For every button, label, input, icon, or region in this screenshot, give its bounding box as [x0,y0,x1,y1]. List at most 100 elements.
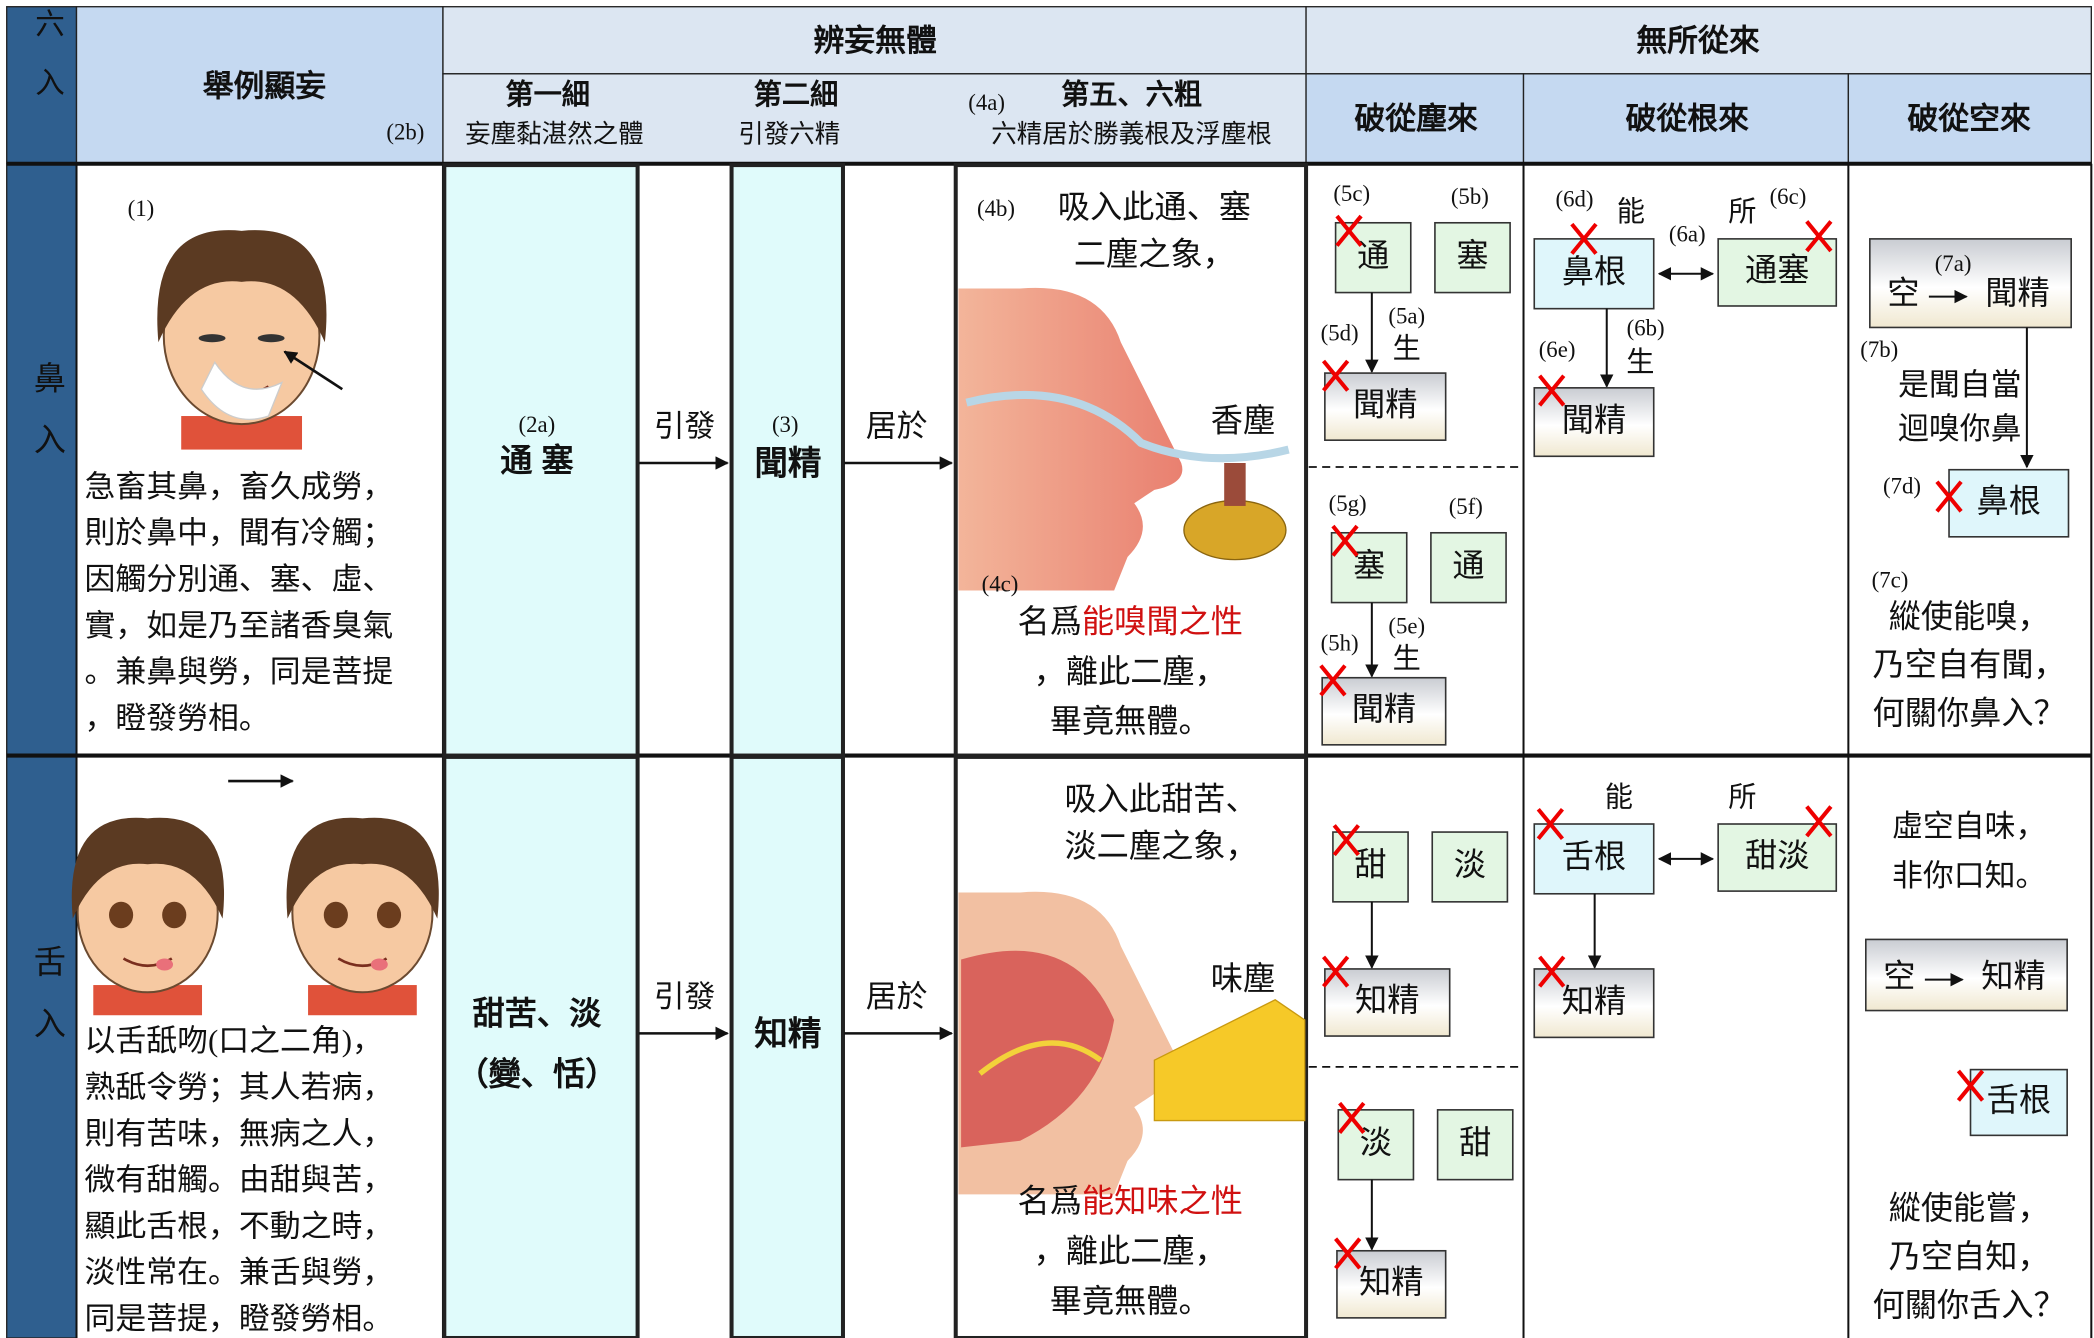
header-text: 破從空來 [1907,101,2031,136]
tag: (5h) [1321,631,1359,656]
label: 甜淡 [1745,837,1809,873]
box [1324,968,1451,1037]
eye [198,334,226,343]
tag: (7d) [1883,474,1921,499]
source-text: 甜苦、淡 [473,995,603,1031]
cross-mark [1331,524,1359,557]
arise-label: 生 [1393,333,1421,365]
arrow-label: 引發 [654,980,716,1014]
incense [1224,462,1246,506]
tag: (5g) [1329,491,1367,516]
tag: (5a) [1388,303,1425,328]
hair [71,817,225,919]
sense-highlight: 能知味之性 [1082,1184,1243,1220]
example-line: ，瞪發勞相。 [85,701,270,735]
essence-text: 聞精 [754,445,821,483]
space-note: 非你口知。 [1892,859,2046,893]
box [1948,468,2070,538]
cross-mark [1538,955,1566,988]
space-note: 虛空自味， [1892,809,2046,843]
able-label: 能 [1605,781,1633,813]
hair [286,817,439,919]
header-text: 辨妄無體 [813,23,937,58]
example-line: 實，如是乃至諸香臭氣 [85,609,394,643]
header-text: 破從塵來 [1354,101,1478,136]
cross-mark [1334,1237,1362,1270]
example-line: 同是菩提，瞪發勞相。 [85,1302,394,1336]
tag: (5b) [1451,184,1489,209]
cross-mark [1321,955,1350,988]
box [1431,831,1509,903]
box [1969,1068,2068,1137]
source-text: 通 塞 [500,443,574,479]
label: 塞 [1456,237,1488,273]
tag: (5f) [1449,494,1483,519]
tongue [156,958,174,971]
header-text: 妄塵黏湛然之體 [465,120,644,149]
space-to: 知精 [1981,958,2045,994]
label: 知精 [1562,983,1626,1019]
sense-name: 名爲能嗅聞之性 [1017,604,1242,640]
space-conclusion: 何關你鼻入？ [1873,695,2066,731]
box [1321,676,1447,746]
tag: (6c) [1770,184,1807,209]
eye [376,901,402,929]
header-text: 破從根來 [1626,101,1750,136]
tag: (4a) [968,90,1005,115]
sense-line: 畢竟無體。 [1050,703,1211,739]
side-cell [6,163,78,1338]
label: 舌根 [1987,1082,2051,1118]
label: 鼻根 [1977,483,2041,519]
column-box [729,754,845,1338]
tag: (6b) [1627,315,1665,340]
tag: (6e) [1539,337,1576,362]
tag: (7c) [1872,568,1909,593]
profile [958,287,1183,591]
header-cell [75,6,444,165]
example-line: 則於鼻中，聞有冷觸； [85,516,394,550]
censer [1183,499,1287,561]
cheese [1153,999,1306,1122]
example-line: 急畜其鼻，畜久成勞， [85,470,394,504]
row-name: 舌入 [30,945,66,1068]
box [1533,387,1655,458]
label: 聞精 [1353,386,1417,422]
header-text: 第一細 [505,78,590,110]
cross-mark [1805,220,1833,253]
header-text: 引發六精 [738,120,840,149]
header-cell [1847,73,2092,165]
cross-mark [1805,805,1833,838]
label: 淡 [1360,1124,1392,1160]
space-conclusion: 乃空自有聞， [1873,647,2066,683]
tongue-nerve [978,1040,1103,1076]
header-text: 六入 [31,8,64,126]
tag: (5c) [1333,181,1370,206]
row-name: 鼻入 [30,361,66,484]
tag: (3) [772,412,799,437]
object-label: 所 [1728,197,1756,228]
tag: (1) [128,196,155,221]
cross-mark [1956,1069,1985,1102]
space-from: 空 [1883,958,1915,994]
space-from: 空 [1887,275,1919,311]
space-conclusion: 縱使能嘗， [1889,1190,2050,1226]
column-box [442,754,640,1338]
dust-label: 味塵 [1211,961,1275,997]
eye [108,901,134,929]
box [1869,238,2072,329]
arrow-label: 居於 [866,980,928,1014]
box [1436,1109,1514,1181]
cross-mark [1538,374,1566,407]
breath-arrow [283,350,344,391]
dust-label: 香塵 [1211,402,1275,438]
eye [162,901,187,929]
example-line: 微有甜觸。由甜與苦， [85,1163,394,1197]
eye [257,334,285,343]
arise-label: 生 [1626,347,1654,379]
example-line: 顯此舌根，不動之時， [85,1209,394,1243]
header-cell [442,73,1307,165]
cross-mark [1935,480,1963,513]
cross-mark [1335,214,1363,247]
smoke [965,390,1290,463]
